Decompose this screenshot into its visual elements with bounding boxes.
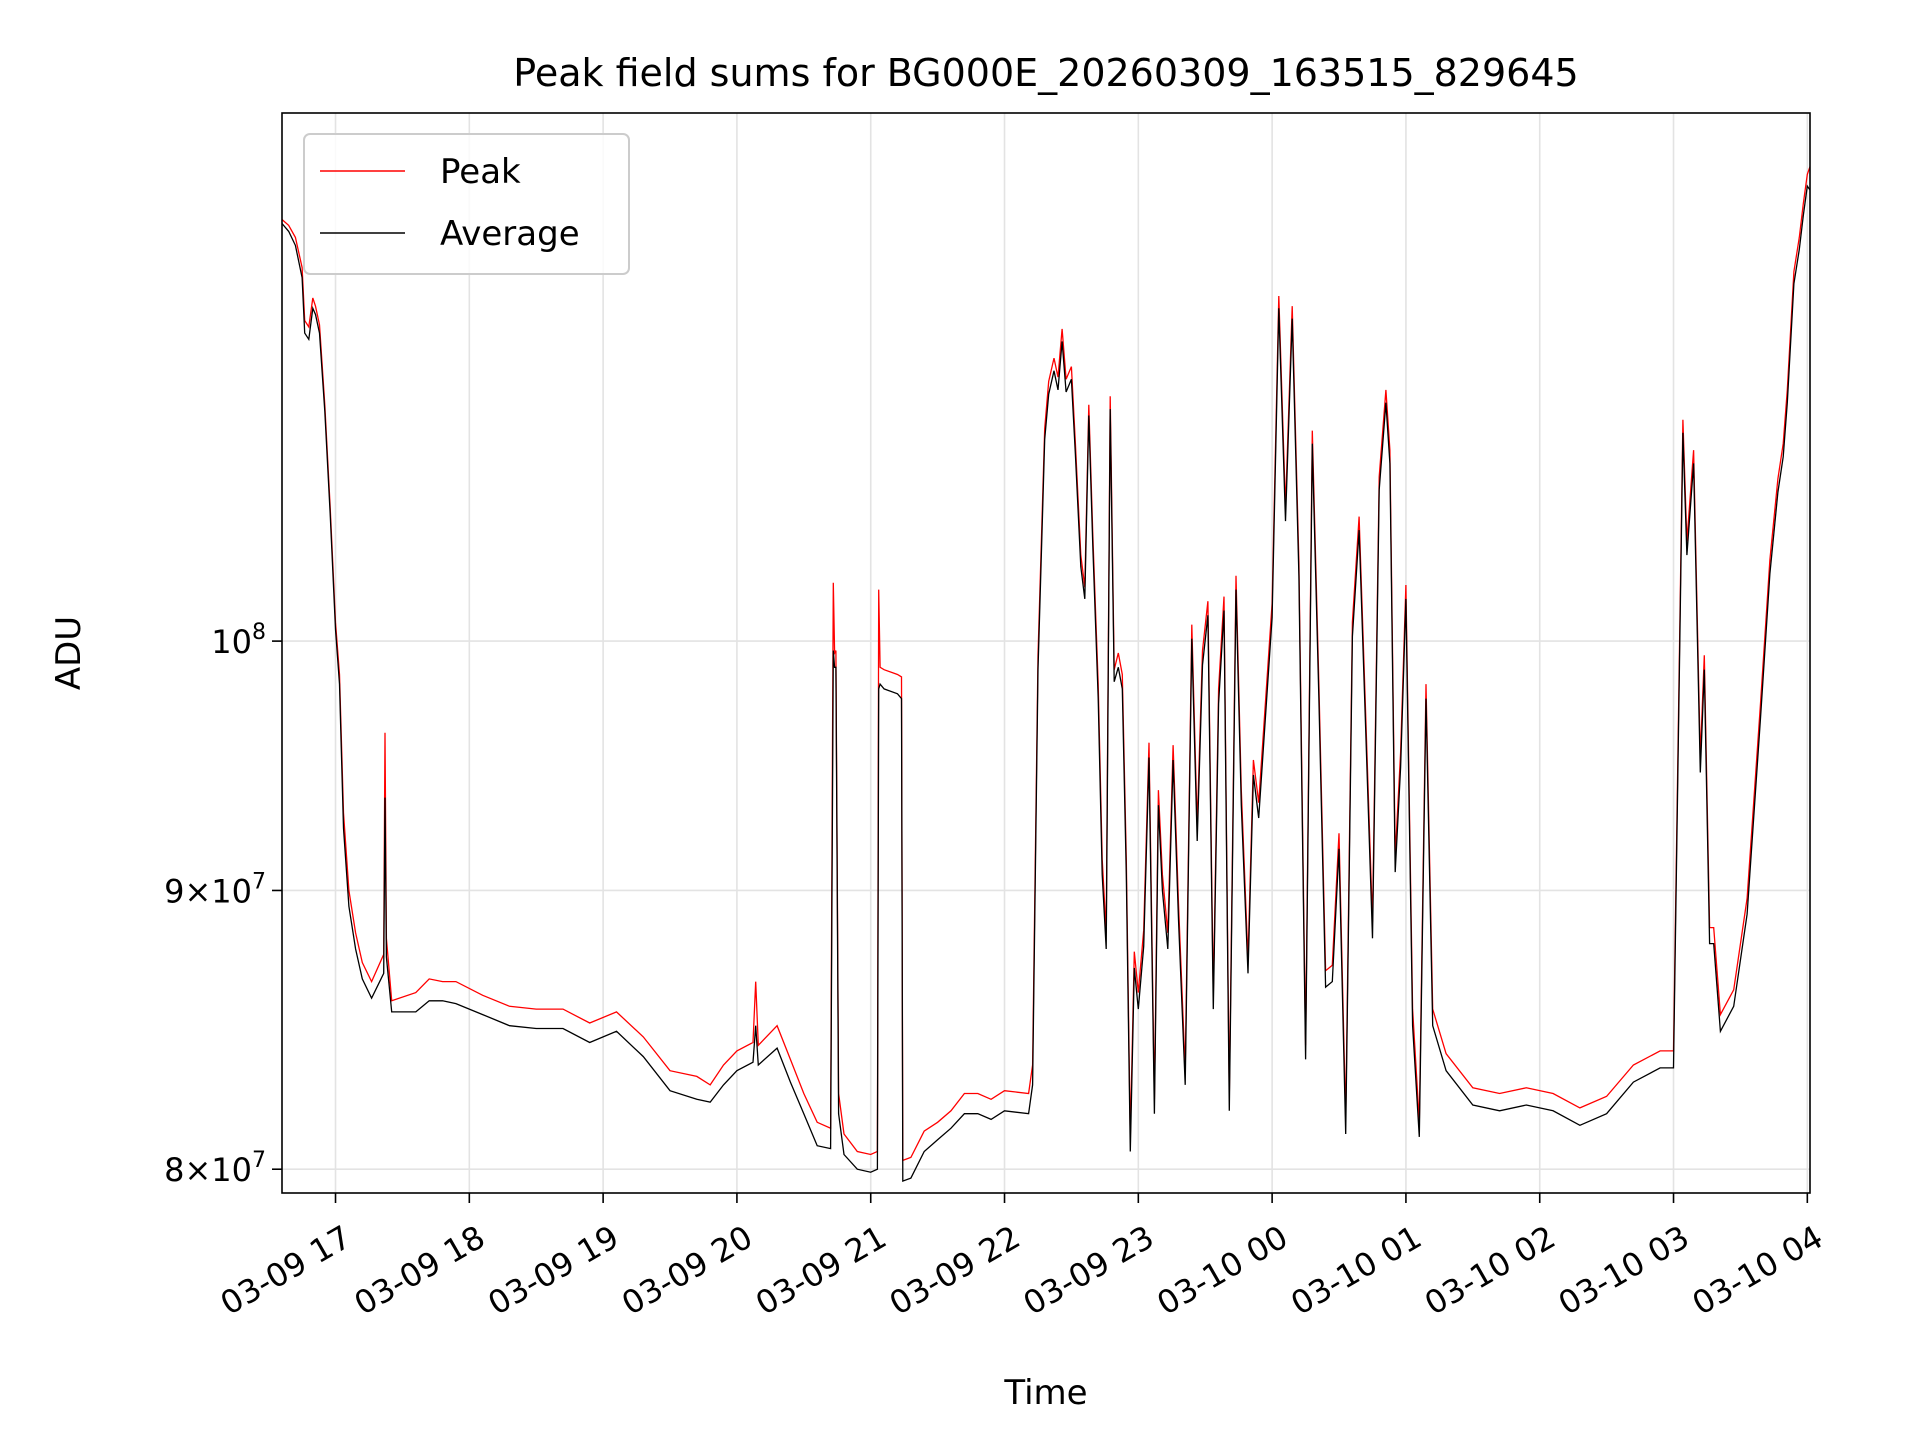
y-tick-label: 9×107	[164, 869, 266, 910]
plot-frame	[281, 112, 1811, 1194]
legend-box	[303, 133, 630, 275]
grid-lines	[282, 113, 1810, 1193]
legend-label-peak: Peak	[440, 152, 521, 192]
legend: Peak Average	[303, 133, 630, 275]
y-axis-label: ADU	[49, 616, 89, 690]
y-tick-label: 8×107	[164, 1148, 266, 1189]
series-layer	[281, 166, 1811, 1183]
y-axis: 8×107 9×107 108	[164, 620, 282, 1189]
y-tick-label: 108	[211, 620, 266, 661]
chart-title: Peak field sums for BG000E_20260309_1635…	[513, 51, 1578, 95]
x-axis-label: Time	[1003, 1373, 1087, 1413]
legend-label-average: Average	[440, 214, 580, 254]
series-average-line	[281, 184, 1811, 1183]
